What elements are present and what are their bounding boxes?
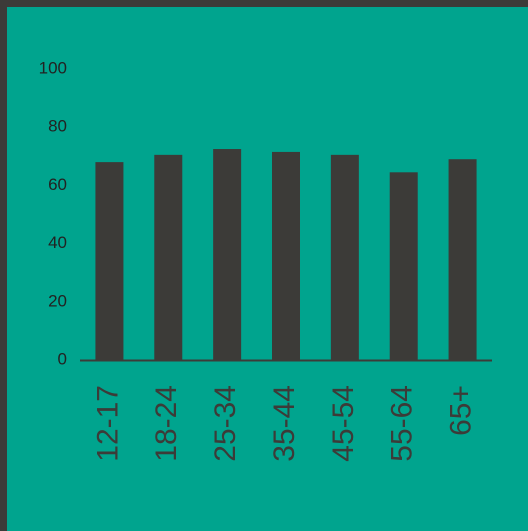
- x-tick-label: 12-17: [91, 385, 124, 462]
- chart-panel: 0 20 40 60 80 100 12-17 18-24 25-34 35-44 45-54 55…: [7, 7, 528, 531]
- x-tick-label: 18-24: [150, 385, 183, 462]
- y-axis-ticks: 0 20 40 60 80 100: [39, 58, 67, 368]
- y-tick-label: 40: [48, 233, 67, 252]
- bar: [330, 154, 359, 360]
- bar-chart: 0 20 40 60 80 100 12-17 18-24 25-34 35-44 45-54 55…: [39, 58, 492, 462]
- y-tick-label: 20: [48, 291, 67, 310]
- y-tick-label: 80: [48, 117, 67, 136]
- bar: [448, 159, 477, 360]
- bar: [154, 154, 183, 360]
- y-tick-label: 0: [58, 349, 67, 368]
- bar: [389, 172, 418, 360]
- bars: [95, 149, 477, 360]
- y-tick-label: 60: [48, 175, 67, 194]
- x-axis-labels: 12-17 18-24 25-34 35-44 45-54 55-64 65+: [91, 385, 477, 462]
- bar: [272, 151, 300, 360]
- bar: [95, 162, 124, 360]
- x-tick-label: 65+: [444, 385, 477, 436]
- x-tick-label: 55-64: [386, 385, 419, 462]
- y-tick-label: 100: [39, 58, 67, 77]
- x-tick-label: 45-54: [327, 385, 360, 462]
- bar: [213, 149, 242, 360]
- x-tick-label: 35-44: [268, 385, 301, 462]
- x-tick-label: 25-34: [209, 385, 242, 462]
